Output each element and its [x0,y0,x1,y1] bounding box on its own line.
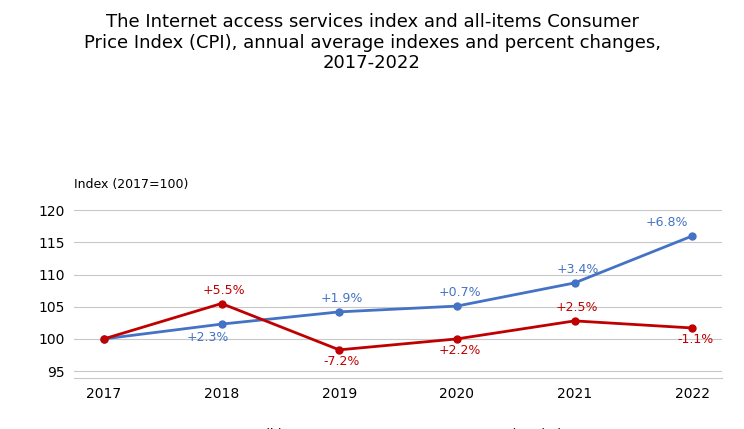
All-items CPI [335,309,344,314]
Text: +2.3%: +2.3% [187,331,229,344]
Internet access services index [570,318,579,323]
All-items CPI [687,233,696,239]
Text: +2.5%: +2.5% [556,301,599,314]
Text: Index (2017=100): Index (2017=100) [74,178,189,191]
All-items CPI [452,304,461,309]
Text: +0.7%: +0.7% [438,286,481,299]
All-items CPI [100,336,109,341]
Internet access services index [335,347,344,353]
Legend: All-items CPI, Internet access services index: All-items CPI, Internet access services … [215,423,581,429]
Text: -1.1%: -1.1% [677,333,713,346]
All-items CPI [217,322,226,327]
Text: +1.9%: +1.9% [321,292,363,305]
Internet access services index [687,326,696,331]
All-items CPI [570,281,579,286]
Internet access services index [217,301,226,306]
Text: +2.2%: +2.2% [438,344,481,357]
Line: Internet access services index: Internet access services index [100,300,696,353]
Text: +6.8%: +6.8% [646,216,688,229]
Text: +3.4%: +3.4% [557,263,598,276]
Text: +5.5%: +5.5% [203,284,246,296]
Internet access services index [100,336,109,341]
Text: -7.2%: -7.2% [324,355,360,368]
Line: All-items CPI: All-items CPI [100,233,696,342]
Text: The Internet access services index and all-items Consumer
Price Index (CPI), ann: The Internet access services index and a… [83,13,661,73]
Internet access services index [452,336,461,341]
